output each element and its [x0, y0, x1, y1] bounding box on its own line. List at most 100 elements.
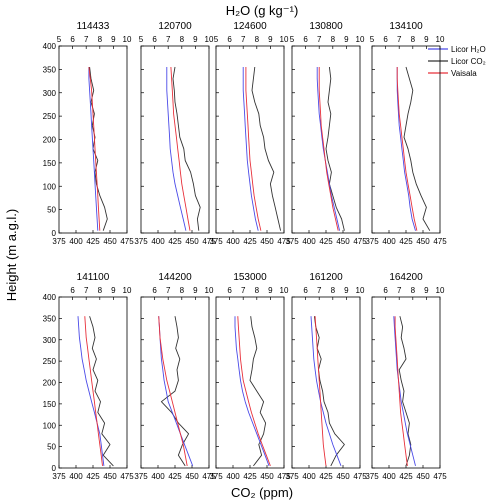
- co2-tick-label: 375: [209, 472, 223, 481]
- licor-co2-line: [313, 316, 345, 467]
- licor-co2-line: [160, 316, 190, 467]
- co2-tick-label: 425: [319, 472, 333, 481]
- panel-title: 130800: [309, 21, 343, 32]
- co2-tick-label: 375: [134, 237, 148, 246]
- legend-label-vaisala: Vaisala: [451, 69, 477, 78]
- co2-tick-label: 475: [202, 472, 216, 481]
- co2-tick-label: 400: [382, 237, 396, 246]
- co2-tick-label: 375: [285, 472, 299, 481]
- h2o-tick-label: 8: [331, 35, 336, 44]
- licor-h2o-line: [310, 316, 342, 467]
- co2-tick-label: 425: [168, 237, 182, 246]
- y-tick-label: 350: [43, 65, 57, 74]
- co2-tick-label: 450: [416, 472, 430, 481]
- profile-panel: 134100 375 400 425 450 475 5 6 7 8 9 10: [365, 21, 447, 246]
- h2o-tick-label: 9: [193, 35, 198, 44]
- y-tick-label: 150: [43, 400, 57, 409]
- h2o-tick-label: 10: [356, 286, 365, 295]
- co2-tick-label: 375: [365, 472, 379, 481]
- co2-tick-label: 450: [260, 472, 274, 481]
- y-tick-label: 300: [43, 336, 57, 345]
- panel-frame: [291, 296, 361, 469]
- h2o-tick-label: 5: [139, 35, 144, 44]
- profile-panel: 161200 375 400 425 450 475 6 7 8 9 10: [285, 272, 367, 481]
- h2o-tick-label: 6: [70, 286, 75, 295]
- licor-h2o-line: [242, 67, 259, 231]
- panel-frame: [215, 296, 285, 469]
- y-tick-label: 400: [43, 42, 57, 51]
- y-tick-label: 100: [43, 182, 57, 191]
- h2o-tick-label: 9: [111, 35, 116, 44]
- h2o-tick-label: 10: [280, 35, 289, 44]
- vaisala-line: [170, 66, 191, 231]
- co2-tick-label: 425: [168, 472, 182, 481]
- co2-tick-label: 450: [336, 237, 350, 246]
- vaisala-line: [245, 67, 262, 231]
- y-tick-label: 350: [43, 314, 57, 323]
- co2-tick-label: 475: [277, 472, 291, 481]
- panel-frame: [58, 296, 128, 469]
- vaisala-line: [314, 316, 327, 466]
- co2-tick-label: 400: [151, 237, 165, 246]
- h2o-tick-label: 7: [241, 35, 246, 44]
- y-tick-label: 100: [43, 421, 57, 430]
- h2o-tick-label: 9: [424, 35, 429, 44]
- co2-tick-label: 425: [86, 472, 100, 481]
- co2-tick-label: 475: [433, 237, 447, 246]
- profile-panel: 124600 375 400 425 450 475 5 6 7 8 9 10: [209, 21, 291, 246]
- co2-tick-label: 400: [302, 237, 316, 246]
- h2o-tick-label: 9: [111, 286, 116, 295]
- co2-tick-label: 375: [52, 472, 66, 481]
- licor-co2-line: [403, 66, 431, 231]
- co2-tick-label: 475: [120, 472, 134, 481]
- h2o-tick-label: 10: [436, 286, 445, 295]
- h2o-tick-label: 7: [166, 286, 171, 295]
- co2-tick-label: 475: [202, 237, 216, 246]
- h2o-tick-label: 5: [370, 35, 375, 44]
- h2o-tick-label: 5: [57, 35, 62, 44]
- y-tick-label: 50: [47, 443, 56, 452]
- panel-frame: [58, 45, 128, 234]
- y-tick-label: 150: [43, 159, 57, 168]
- co2-tick-label: 475: [120, 237, 134, 246]
- h2o-tick-label: 8: [180, 35, 185, 44]
- h2o-tick-label: 6: [227, 35, 232, 44]
- h2o-tick-label: 7: [241, 286, 246, 295]
- h2o-tick-label: 9: [344, 35, 349, 44]
- co2-tick-label: 450: [103, 237, 117, 246]
- co2-tick-label: 450: [260, 237, 274, 246]
- h2o-tick-label: 6: [152, 35, 157, 44]
- vaisala-line: [394, 316, 408, 466]
- panel-title: 141100: [77, 272, 110, 283]
- h2o-tick-label: 10: [123, 286, 132, 295]
- co2-tick-label: 400: [69, 237, 83, 246]
- licor-h2o-line: [77, 316, 105, 466]
- profile-panel: 144200 375 400 425 450 475 6 7 8 9 10: [134, 272, 216, 481]
- licor-co2-line: [89, 316, 114, 467]
- co2-tick-label: 450: [336, 472, 350, 481]
- h2o-tick-label: 8: [180, 286, 185, 295]
- h2o-tick-label: 7: [317, 35, 322, 44]
- co2-tick-label: 475: [433, 472, 447, 481]
- co2-tick-label: 375: [365, 237, 379, 246]
- co2-tick-label: 450: [185, 472, 199, 481]
- top-axis-title: H₂O (g kg⁻¹): [226, 3, 299, 18]
- panel-frame: [291, 45, 361, 234]
- h2o-tick-label: 6: [303, 286, 308, 295]
- co2-tick-label: 425: [243, 237, 257, 246]
- co2-tick-label: 375: [209, 237, 223, 246]
- h2o-tick-label: 8: [255, 286, 260, 295]
- h2o-tick-label: 7: [397, 35, 402, 44]
- co2-tick-label: 425: [399, 237, 413, 246]
- licor-co2-line: [249, 316, 267, 467]
- co2-tick-label: 400: [69, 472, 83, 481]
- co2-tick-label: 450: [185, 237, 199, 246]
- h2o-tick-label: 10: [436, 35, 445, 44]
- panel-frame: [140, 296, 210, 469]
- co2-tick-label: 400: [226, 237, 240, 246]
- h2o-tick-label: 8: [411, 286, 416, 295]
- y-tick-label: 0: [52, 229, 57, 238]
- panel-frame: [371, 296, 441, 469]
